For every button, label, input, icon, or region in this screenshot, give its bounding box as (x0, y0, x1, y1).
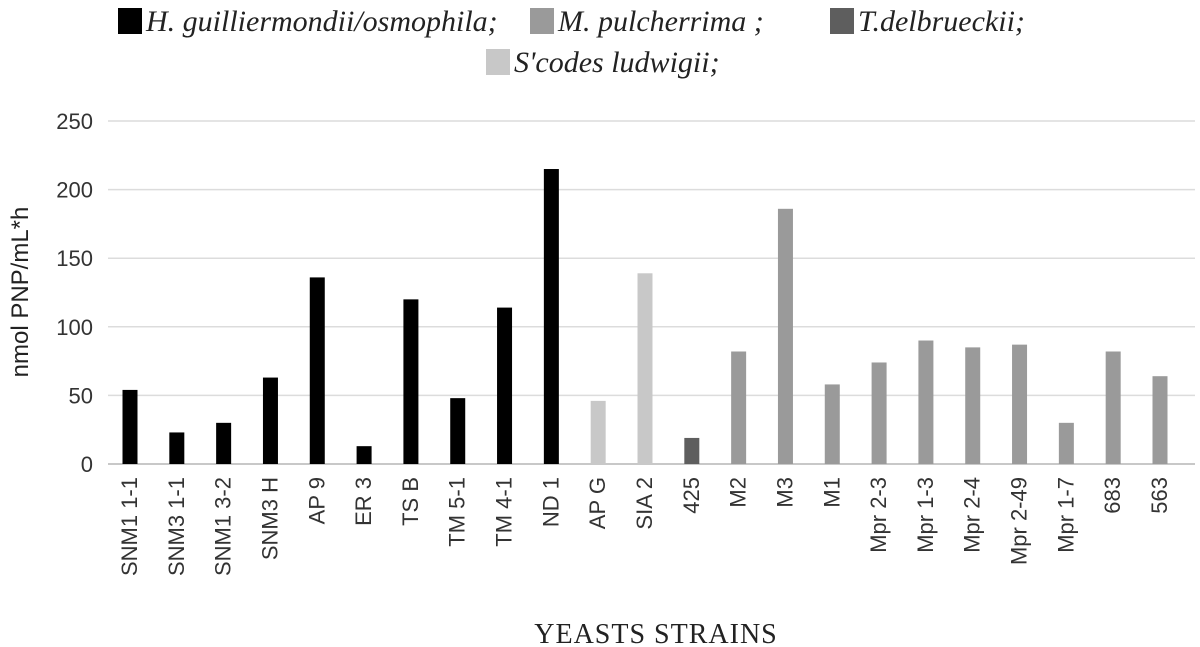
x-tick-label: Mpr 1-3 (913, 477, 938, 553)
x-tick-label: SNM3 1-1 (164, 477, 189, 576)
bar (450, 398, 466, 464)
x-tick-label: ER 3 (351, 477, 376, 526)
x-tick-label: TM 4-1 (492, 477, 517, 547)
legend-label: H. guilliermondii/osmophila; (145, 5, 498, 38)
bar (122, 389, 138, 464)
y-axis-label: nmol PNP/mL*h (7, 207, 34, 378)
legend-swatch (118, 8, 142, 34)
x-tick-label: M3 (772, 477, 797, 508)
y-tick-label: 100 (56, 315, 93, 340)
legend: H. guilliermondii/osmophila; M. pulcherri… (118, 5, 1025, 79)
x-tick-label: 563 (1147, 477, 1172, 514)
x-tick-label: SNM1 3-2 (211, 477, 236, 576)
y-axis-ticks: 0 50 100 150 200 250 (56, 109, 93, 477)
y-tick-label: 0 (81, 452, 93, 477)
x-tick-label: TM 5-1 (445, 477, 470, 547)
x-axis-label: YEASTS STRAINS (534, 619, 777, 647)
bar (262, 377, 278, 464)
bar (169, 432, 185, 464)
y-tick-label: 200 (56, 178, 93, 203)
x-axis-ticks: SNM1 1-1 SNM3 1-1 SNM1 3-2 SNM3 H AP 9 ER 3 TS… (117, 477, 1172, 576)
bar (216, 422, 232, 464)
bar (824, 384, 840, 464)
bar (777, 208, 793, 464)
bar (590, 400, 606, 464)
x-tick-label: SNM1 1-1 (117, 477, 142, 576)
x-tick-label: Mpr 2-3 (866, 477, 891, 553)
bars (122, 169, 1168, 464)
bar (918, 340, 934, 464)
bar (1012, 344, 1028, 464)
x-tick-label: Mpr 2-49 (1007, 477, 1032, 565)
y-tick-label: 150 (56, 246, 93, 271)
x-tick-label: M1 (819, 477, 844, 508)
x-tick-label: 425 (679, 477, 704, 514)
bar (684, 437, 700, 464)
bar (1058, 422, 1074, 464)
bar (1105, 351, 1121, 464)
x-tick-label: Mpr 1-7 (1053, 477, 1078, 553)
x-tick-label: AP G (585, 477, 610, 529)
x-tick-label: AP 9 (304, 477, 329, 524)
legend-label: S'codes ludwigii; (514, 46, 720, 79)
bar (309, 277, 325, 464)
x-tick-label: SIA 2 (632, 477, 657, 530)
legend-label: M. pulcherrima ; (557, 5, 764, 38)
x-tick-label: TS B (398, 477, 423, 526)
x-tick-label: Mpr 2-4 (960, 477, 985, 553)
bar (731, 351, 747, 464)
legend-label: T.delbrueckii; (858, 5, 1025, 38)
x-tick-label: SNM3 H (257, 477, 282, 560)
x-tick-label: ND 1 (538, 477, 563, 527)
bar (497, 307, 513, 464)
legend-swatch (486, 49, 510, 75)
y-tick-label: 250 (56, 109, 93, 134)
bar (1152, 376, 1168, 464)
legend-swatch (530, 8, 554, 34)
bar (356, 446, 372, 464)
bar (871, 362, 887, 464)
bar (543, 169, 559, 464)
bar (637, 273, 653, 464)
bar (965, 347, 981, 464)
x-tick-label: 683 (1100, 477, 1125, 514)
legend-swatch (830, 8, 854, 34)
bar (403, 299, 419, 464)
y-tick-label: 50 (69, 383, 93, 408)
x-tick-label: M2 (726, 477, 751, 508)
